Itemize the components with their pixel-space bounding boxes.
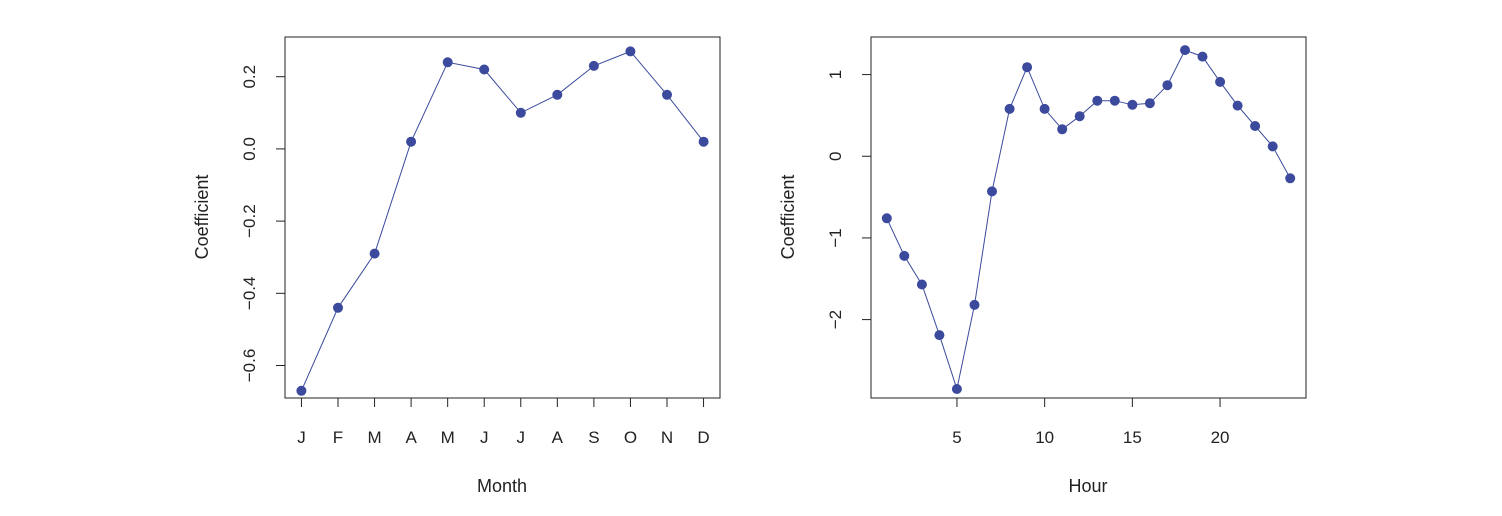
- month-series-line: [300, 50, 704, 392]
- month-data-point: [479, 64, 490, 75]
- month-x-tick-label: A: [405, 428, 417, 447]
- hour-y-tick-label: 1: [826, 70, 845, 79]
- month-x-tick-label: S: [588, 428, 599, 447]
- month-x-tick-label: F: [333, 428, 343, 447]
- hour-data-point: [1092, 95, 1103, 106]
- month-y-axis: −0.6 −0.4 −0.2 0.0 0.2: [240, 65, 285, 382]
- month-x-tick-label: O: [624, 428, 637, 447]
- hour-data-point: [1144, 98, 1155, 109]
- hour-data-point: [1215, 76, 1226, 87]
- hour-data-point: [1180, 45, 1190, 56]
- month-x-tick-label: D: [697, 428, 709, 447]
- month-series-points: [296, 46, 709, 396]
- hour-data-point: [1267, 141, 1278, 152]
- hour-x-tick-label: 10: [1035, 428, 1054, 447]
- hour-y-axis-label: Coefficient: [778, 175, 798, 260]
- month-data-point: [662, 89, 672, 100]
- hour-series-points: [881, 45, 1296, 394]
- hour-data-point: [1004, 103, 1015, 114]
- month-data-point: [406, 136, 417, 147]
- hour-data-point: [1057, 124, 1068, 135]
- month-x-tick-label: J: [517, 428, 526, 447]
- month-y-axis-label: Coefficient: [192, 175, 212, 260]
- hour-x-tick-label: 15: [1123, 428, 1142, 447]
- hour-coefficient-chart: 5 10 15 20 −2 −1 0 1 Hour Coefficient: [778, 36, 1307, 496]
- hour-x-axis: 5 10 15 20: [952, 398, 1230, 447]
- month-x-tick-label: M: [441, 428, 455, 447]
- month-data-point: [515, 107, 526, 118]
- hour-x-tick-label: 5: [952, 428, 961, 447]
- month-x-tick-label: M: [367, 428, 381, 447]
- hour-data-point: [934, 330, 945, 341]
- month-data-point: [625, 46, 636, 57]
- month-x-tick-label: J: [297, 428, 306, 447]
- month-data-point: [333, 302, 343, 313]
- hour-plot-frame: [870, 36, 1307, 399]
- hour-y-tick-label: −1: [826, 228, 845, 247]
- hour-data-point: [1022, 62, 1033, 73]
- month-data-point: [296, 385, 307, 396]
- month-y-tick-label: 0.0: [240, 137, 259, 161]
- month-data-point: [442, 57, 453, 68]
- hour-y-tick-label: −2: [826, 310, 845, 329]
- hour-data-point: [1250, 121, 1261, 131]
- month-coefficient-chart: J F M A M J J A S O N D −0.6 −0.4 −0.2 0.0 0.2 Month Co…: [192, 36, 721, 496]
- hour-data-point: [1285, 173, 1296, 184]
- hour-data-point: [1127, 99, 1138, 110]
- hour-data-point: [987, 186, 997, 197]
- hour-data-point: [951, 384, 962, 394]
- hour-data-point: [1197, 51, 1208, 62]
- month-y-tick-label: −0.2: [240, 204, 259, 238]
- month-x-tick-label: N: [661, 428, 673, 447]
- hour-x-axis-label: Hour: [1068, 476, 1107, 496]
- month-data-point: [552, 89, 563, 100]
- hour-data-point: [1109, 95, 1120, 106]
- month-x-tick-label: A: [552, 428, 564, 447]
- hour-data-point: [899, 250, 910, 261]
- hour-data-point: [1162, 80, 1173, 91]
- month-y-tick-label: −0.4: [240, 277, 259, 311]
- month-data-point: [588, 60, 599, 71]
- hour-y-tick-label: 0: [826, 152, 845, 161]
- month-data-point: [369, 248, 380, 259]
- hour-series-line: [886, 49, 1291, 391]
- hour-y-axis: −2 −1 0 1: [826, 70, 871, 329]
- month-y-tick-label: −0.6: [240, 349, 259, 383]
- month-y-tick-label: 0.2: [240, 65, 259, 89]
- hour-data-point: [969, 299, 980, 310]
- hour-data-point: [1074, 111, 1085, 122]
- hour-data-point: [916, 279, 927, 290]
- hour-data-point: [1039, 103, 1050, 114]
- month-data-point: [698, 136, 709, 147]
- hour-data-point: [1232, 100, 1243, 111]
- month-plot-frame: [284, 36, 721, 399]
- hour-data-point: [881, 213, 892, 224]
- month-x-axis-label: Month: [477, 476, 527, 496]
- month-x-tick-label: J: [480, 428, 489, 447]
- hour-x-tick-label: 20: [1211, 428, 1230, 447]
